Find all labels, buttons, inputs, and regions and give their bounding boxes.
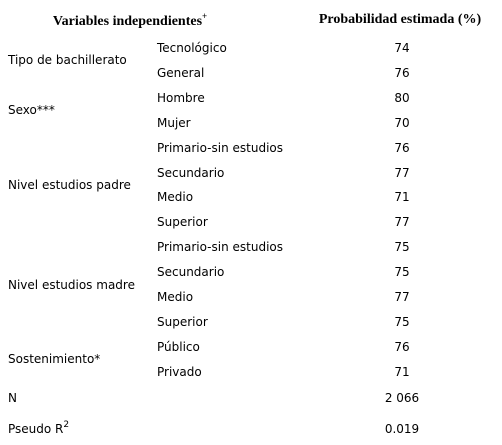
group-label: Sexo*** <box>8 103 55 118</box>
category-label: Hombre <box>157 90 205 105</box>
category-label: Primario-sin estudios <box>157 140 283 155</box>
category-label: Tecnológico <box>157 41 227 55</box>
value-cell: 76 <box>394 65 410 80</box>
header-text: Variables independientes <box>52 14 203 29</box>
category-label: Superior <box>157 215 208 230</box>
footer-value: 0.019 <box>384 422 420 436</box>
category-label: Secundario <box>157 165 225 180</box>
category-label: Público <box>157 339 200 354</box>
value-cell: 76 <box>394 140 410 155</box>
footer-superscript: 2 <box>63 420 70 430</box>
header-variables: Variables independientes+ <box>52 12 207 29</box>
value-cell: 71 <box>394 190 410 205</box>
footer-label: Pseudo R2 <box>8 420 70 436</box>
group-label: Nivel estudios madre <box>8 277 135 292</box>
value-cell: 75 <box>394 265 410 280</box>
value-cell: 77 <box>394 165 410 180</box>
category-label: Medio <box>157 190 194 205</box>
category-label: Medio <box>157 290 194 304</box>
category-label: Superior <box>157 314 208 329</box>
group-label: Tipo de bachillerato <box>8 53 127 68</box>
value-cell: 74 <box>394 41 410 55</box>
footer-value: 2 066 <box>384 391 420 405</box>
header-probability: Probabilidad estimada (%) <box>318 12 482 27</box>
value-cell: 75 <box>394 314 410 329</box>
value-cell: 76 <box>394 339 410 354</box>
footer-label-text: Pseudo R <box>8 422 64 436</box>
category-label: Privado <box>157 364 202 379</box>
category-label: Secundario <box>157 265 225 280</box>
footer-label-text: N <box>8 391 17 405</box>
footer-label: N <box>8 392 17 404</box>
category-label: General <box>157 65 205 80</box>
value-cell: 70 <box>394 115 410 130</box>
value-cell: 77 <box>394 215 410 230</box>
value-cell: 80 <box>394 90 410 105</box>
group-label: Sostenimiento* <box>8 352 101 367</box>
value-cell: 75 <box>394 240 410 255</box>
value-cell: 71 <box>394 364 410 379</box>
category-label: Primario-sin estudios <box>157 240 283 255</box>
value-cell: 77 <box>394 290 410 304</box>
group-label: Nivel estudios padre <box>8 177 131 192</box>
header-superscript: + <box>202 11 208 21</box>
category-label: Mujer <box>157 115 191 130</box>
